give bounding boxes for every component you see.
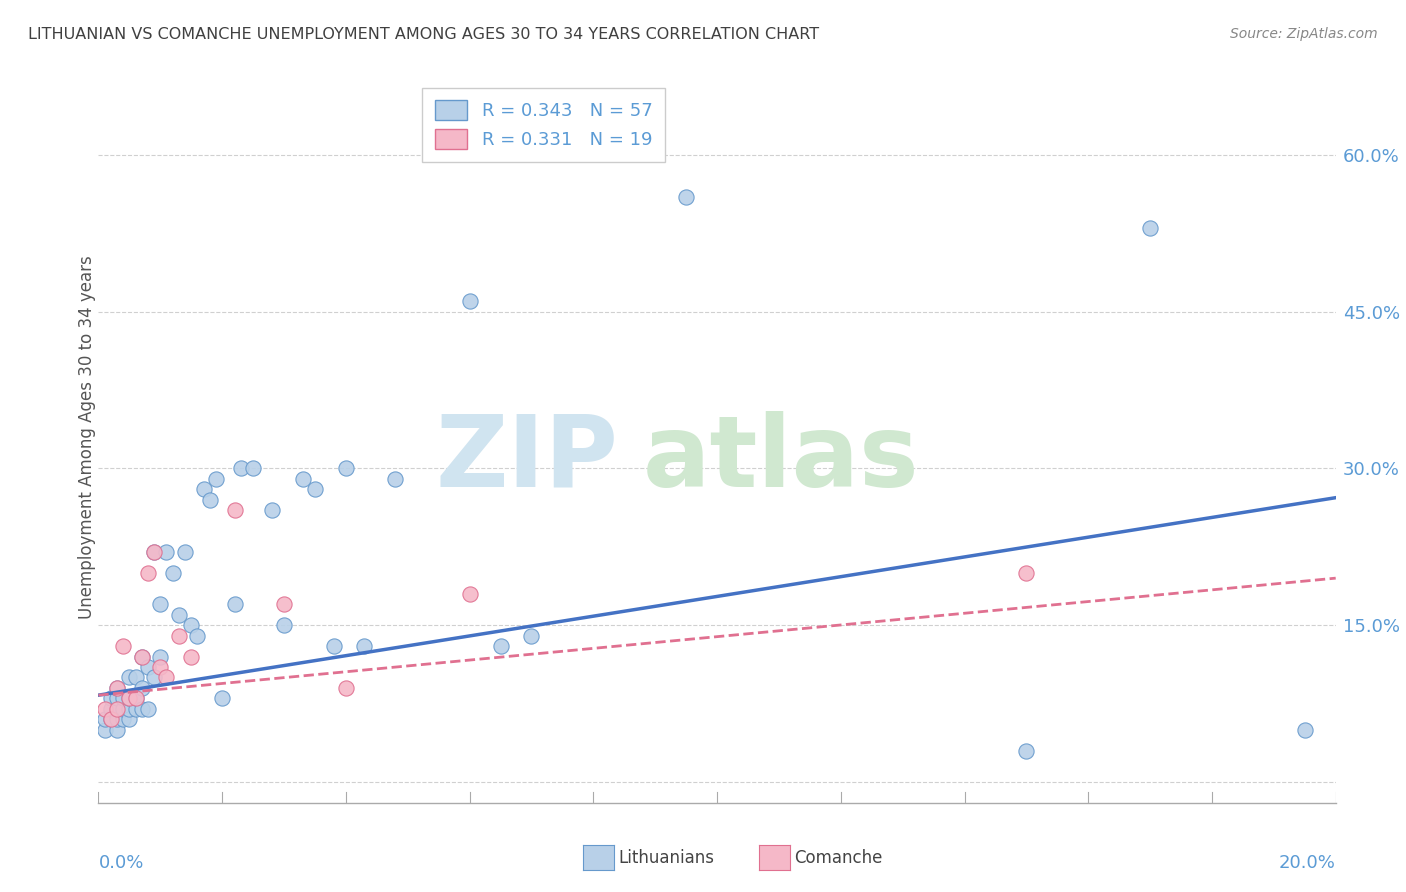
Point [112,712,135,726]
Point [675,190,697,204]
Point [520,629,543,643]
Point [180,649,202,664]
Point [131,702,153,716]
Point [112,639,135,653]
Point [489,639,512,653]
Point [93,712,115,726]
Point [1139,221,1161,235]
Point [273,618,295,632]
Point [105,702,128,716]
Point [162,566,184,580]
Point [458,294,481,309]
Point [229,461,252,475]
Point [198,492,221,507]
Text: 20.0%: 20.0% [1279,854,1336,872]
Point [335,461,357,475]
Point [149,660,172,674]
Point [273,597,295,611]
Point [155,670,177,684]
Point [322,639,344,653]
Point [131,649,153,664]
Point [118,702,141,716]
Point [291,472,314,486]
Point [105,681,128,695]
Point [1294,723,1316,737]
Point [118,691,141,706]
Text: atlas: atlas [643,410,920,508]
Point [124,670,146,684]
Text: 0.0%: 0.0% [98,854,143,872]
Text: Lithuanians: Lithuanians [619,849,714,867]
Point [131,681,153,695]
Point [167,629,190,643]
Point [149,597,172,611]
Point [335,681,357,695]
Point [136,566,159,580]
Point [205,472,228,486]
Point [304,483,326,497]
Point [124,691,146,706]
Point [100,691,122,706]
Point [211,691,233,706]
Text: Source: ZipAtlas.com: Source: ZipAtlas.com [1230,27,1378,41]
Point [143,545,166,559]
Text: ZIP: ZIP [436,410,619,508]
Point [124,691,146,706]
Point [118,712,141,726]
Point [174,545,197,559]
Point [118,691,141,706]
Point [155,545,177,559]
Point [100,702,122,716]
Y-axis label: Unemployment Among Ages 30 to 34 years: Unemployment Among Ages 30 to 34 years [79,255,96,619]
Point [100,712,122,726]
Point [149,649,172,664]
Point [458,587,481,601]
Point [260,503,283,517]
Point [136,660,159,674]
Point [105,681,128,695]
Point [105,723,128,737]
Point [93,702,115,716]
Point [242,461,264,475]
Point [167,607,190,622]
Text: LITHUANIAN VS COMANCHE UNEMPLOYMENT AMONG AGES 30 TO 34 YEARS CORRELATION CHART: LITHUANIAN VS COMANCHE UNEMPLOYMENT AMON… [28,27,820,42]
Point [100,712,122,726]
Point [384,472,406,486]
Point [1015,743,1038,757]
Point [124,702,146,716]
Point [224,597,246,611]
Legend: R = 0.343   N = 57, R = 0.331   N = 19: R = 0.343 N = 57, R = 0.331 N = 19 [422,87,665,161]
Point [112,691,135,706]
Point [193,483,215,497]
Point [118,670,141,684]
Point [224,503,246,517]
Point [93,723,115,737]
Point [180,618,202,632]
Point [143,545,166,559]
Point [1015,566,1038,580]
Point [186,629,208,643]
Text: Comanche: Comanche [794,849,883,867]
Point [105,712,128,726]
Point [112,702,135,716]
Point [353,639,375,653]
Point [143,670,166,684]
Point [136,702,159,716]
Point [105,691,128,706]
Point [131,649,153,664]
Point [105,702,128,716]
